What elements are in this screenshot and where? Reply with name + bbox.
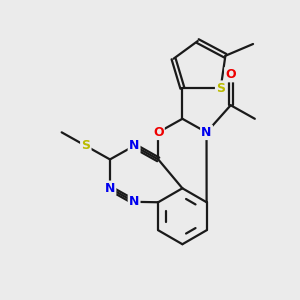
Text: N: N <box>105 182 115 195</box>
Text: N: N <box>129 195 139 208</box>
Text: O: O <box>153 126 164 139</box>
Text: N: N <box>129 140 139 152</box>
Text: S: S <box>216 82 225 95</box>
Text: N: N <box>201 126 212 139</box>
Text: O: O <box>225 68 236 81</box>
Text: S: S <box>81 140 90 152</box>
